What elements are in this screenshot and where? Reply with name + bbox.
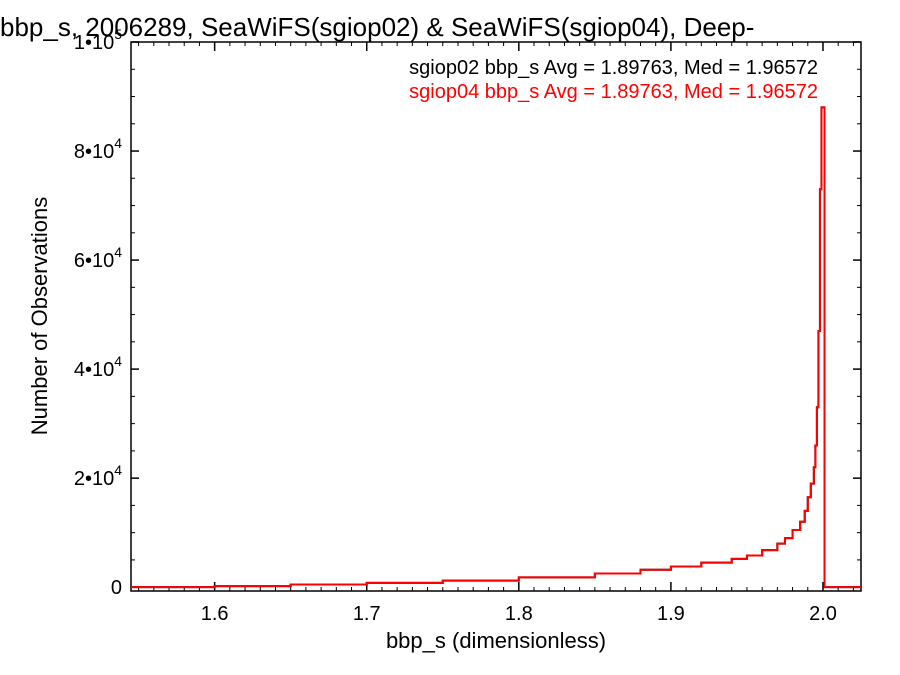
x-axis-label: bbp_s (dimensionless) [386, 628, 606, 653]
annotation-sgiop04: sgiop04 bbp_s Avg = 1.89763, Med = 1.965… [409, 81, 818, 103]
series-layer [131, 106, 861, 589]
series-sgiop02-line [131, 106, 861, 589]
y-axis: 0 2•104 4•104 6•104 8•104 1•105 [74, 26, 861, 599]
x-tick-label: 1.8 [505, 603, 533, 625]
y-tick-label: 1•105 [74, 26, 122, 54]
series-sgiop04-line [131, 106, 861, 589]
y-tick-label: 0 [111, 577, 122, 599]
y-tick-label: 6•104 [74, 244, 122, 272]
y-tick-label: 8•104 [74, 135, 122, 163]
chart-title: bbp_s, 2006289, SeaWiFS(sgiop02) & SeaWi… [0, 12, 754, 42]
x-axis: 1.6 1.7 1.8 1.9 2.0 [138, 42, 854, 625]
y-tick-label: 4•104 [74, 353, 122, 381]
x-tick-label: 1.9 [657, 603, 685, 625]
x-tick-label: 1.6 [201, 603, 229, 625]
x-tick-label: 2.0 [809, 603, 837, 625]
annotation-sgiop02: sgiop02 bbp_s Avg = 1.89763, Med = 1.965… [409, 57, 818, 79]
plot-frame [130, 41, 862, 592]
y-axis-label: Number of Observations [27, 197, 52, 435]
x-tick-label: 1.7 [353, 603, 381, 625]
y-tick-label: 2•104 [74, 462, 122, 490]
